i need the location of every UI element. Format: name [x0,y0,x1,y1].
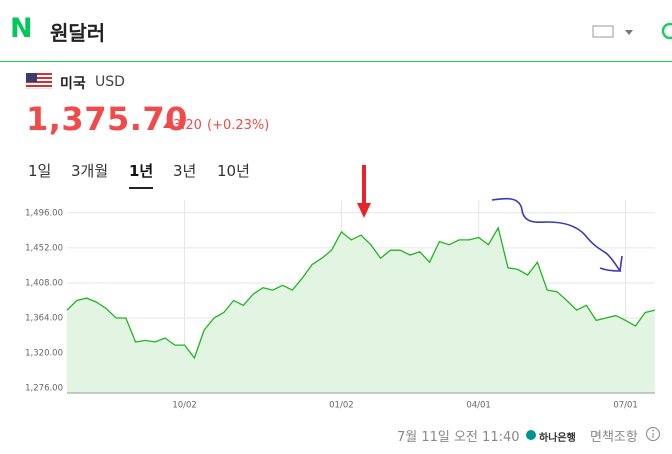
tab[interactable]: 1일 [28,162,52,180]
area [67,227,655,393]
bank: 하나은행 [539,433,576,444]
red-arrowhead [357,203,371,218]
currency-code: USD [95,74,125,90]
hand-drawn-arrow [491,197,623,272]
disclaimer[interactable]: 면책조항 [590,430,638,445]
x-tick-label: 01/02 [329,401,354,411]
y-tick-label: 1,320.00 [25,349,63,359]
x-tick-label: 07/01 [613,401,638,411]
line [66,226,656,360]
change: 3.20 [173,118,202,133]
search-query[interactable]: 원달러 [50,21,106,45]
y-tick-label: 1,452.00 [25,243,63,253]
tab[interactable]: 10년 [217,162,250,180]
change-percent: (+0.23%) [207,118,270,133]
tab[interactable]: 1년 [129,160,154,189]
update-time: 7월 11일 오전 11:40 [397,430,520,445]
tab[interactable]: 3년 [173,162,197,180]
tab[interactable]: 3개월 [71,162,109,180]
logo[interactable]: N [10,13,33,44]
keyboard-icon[interactable] [592,25,614,38]
up-triangle [163,122,171,128]
y-tick-label: 1,364.00 [25,314,63,324]
y-tick-label: 1,496.00 [25,208,63,218]
country: 미국 [60,76,86,92]
x-tick-label: 10/02 [172,401,197,411]
header-bar [0,0,672,62]
y-tick-label: 1,408.00 [25,278,63,288]
rate: 1,375.70 [26,100,188,138]
search-icon[interactable] [661,22,672,40]
header-icons[interactable] [590,22,672,42]
bank-icon [526,430,536,440]
x-tick-label: 04/01 [466,401,491,411]
us-flag [26,73,52,89]
dropdown-icon[interactable] [625,30,633,35]
info-icon[interactable] [645,426,661,442]
y-tick-label: 1,276.00 [25,384,63,394]
